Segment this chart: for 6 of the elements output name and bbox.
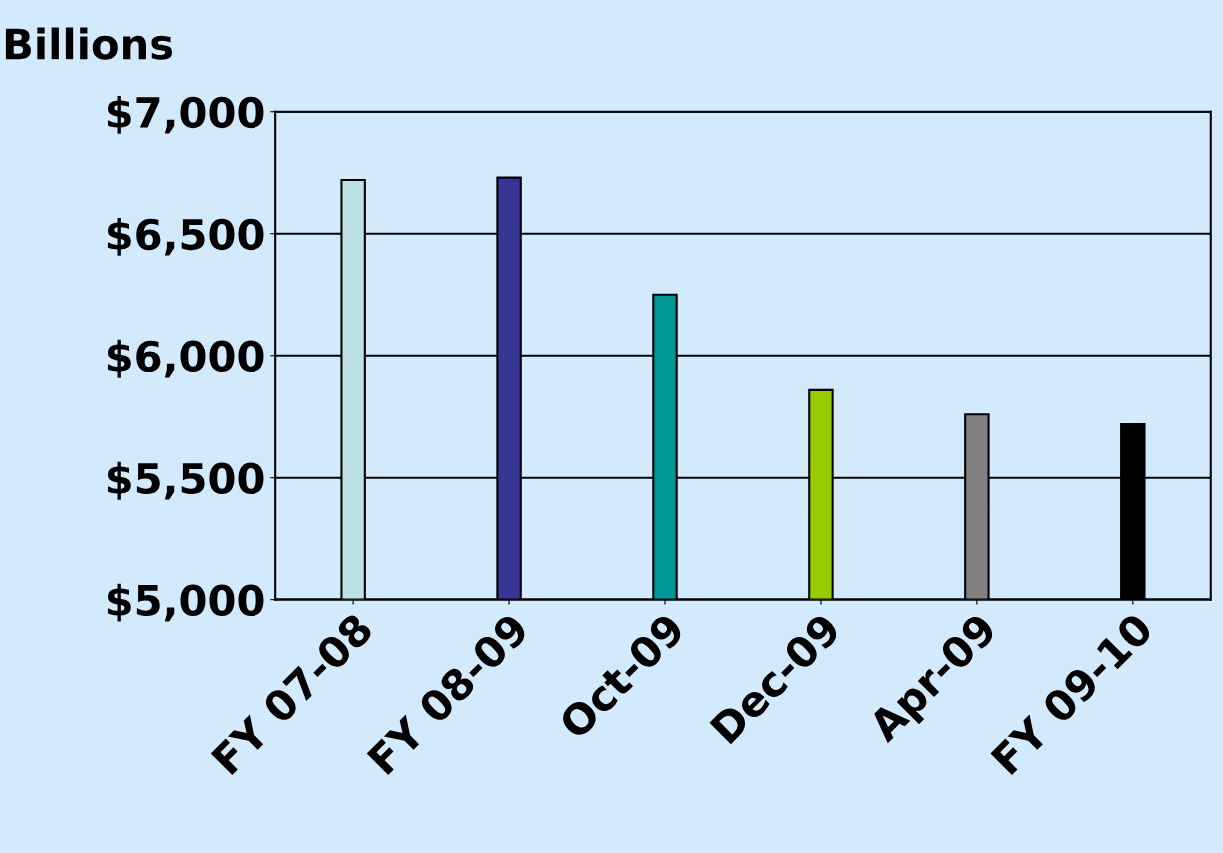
y-tick-label: $6,000: [107, 339, 264, 378]
y-axis-title: Billions: [5, 27, 173, 60]
y-tick-label: $5,500: [107, 461, 264, 500]
y-tick-label: $7,000: [107, 95, 264, 134]
y-tick-label: $6,500: [107, 217, 264, 256]
y-tick-label: $5,000: [107, 583, 264, 622]
